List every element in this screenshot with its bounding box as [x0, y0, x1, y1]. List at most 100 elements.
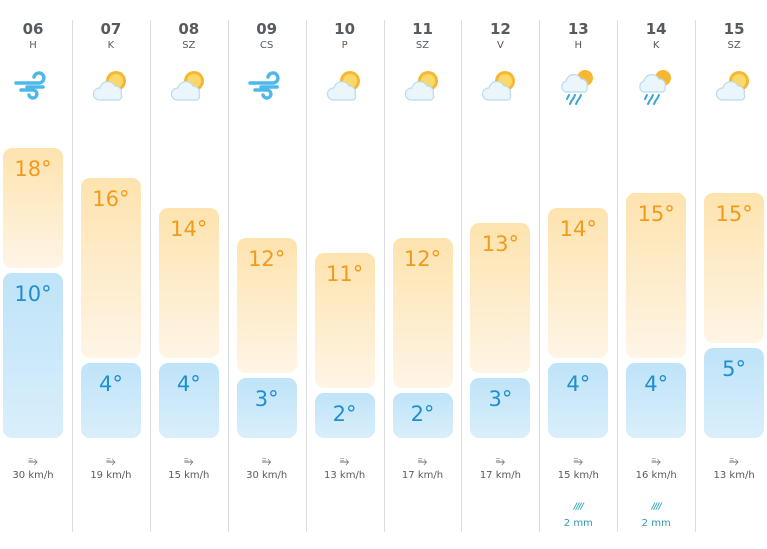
partly-cloudy-icon — [480, 66, 520, 106]
day-number: 07 — [100, 20, 122, 38]
day-number: 06 — [22, 20, 44, 38]
day-column[interactable]: 06 H 18° 10° ⥱ 30 km/h — [0, 0, 72, 535]
day-column[interactable]: 13 H 14° 4° ⥱ 15 km/h //// 2 mm — [539, 0, 617, 535]
day-number: 10 — [334, 20, 356, 38]
wind-icon: ⥱ — [495, 454, 506, 468]
day-column[interactable]: 09 CS 12° 3° ⥱ 30 km/h — [228, 0, 306, 535]
weekday-label: SZ — [727, 40, 741, 51]
day-column[interactable]: 12 V 13° 3° ⥱ 17 km/h — [461, 0, 539, 535]
low-temp: 2° — [410, 402, 435, 426]
high-temp: 15° — [637, 202, 675, 226]
day-column[interactable]: 11 SZ 12° 2° ⥱ 17 km/h — [384, 0, 462, 535]
rain-icon: //// — [651, 502, 662, 512]
day-column[interactable]: 14 K 15° 4° ⥱ 16 km/h //// 2 mm — [617, 0, 695, 535]
weekday-label: K — [107, 40, 115, 51]
day-number: 11 — [412, 20, 433, 38]
wind-speed: 13 km/h — [713, 470, 755, 481]
day-number: 13 — [567, 20, 589, 38]
high-temp-bar: 18° — [3, 148, 63, 268]
weekday-label: P — [341, 40, 348, 51]
low-temp-bar: 5° — [704, 348, 765, 438]
high-temp-bar: 14° — [548, 208, 609, 358]
low-temp-bar: 4° — [80, 363, 141, 438]
day-number: 09 — [256, 20, 278, 38]
high-temp: 11° — [325, 262, 364, 286]
low-temp: 2° — [332, 402, 357, 426]
high-temp: 12° — [248, 247, 286, 271]
low-temp: 3° — [488, 387, 513, 411]
high-temp-bar: 14° — [158, 208, 219, 358]
rain-sun-icon — [636, 66, 676, 106]
column-divider — [305, 20, 307, 532]
day-column[interactable]: 10 P 11° 2° ⥱ 13 km/h — [306, 0, 384, 535]
weekday-label: SZ — [415, 40, 430, 51]
high-temp-bar: 11° — [314, 253, 375, 388]
rain-amount: 2 mm — [641, 518, 671, 529]
partly-cloudy-icon — [169, 66, 209, 106]
weekday-label: SZ — [182, 40, 196, 51]
low-temp: 4° — [176, 372, 201, 396]
high-temp: 12° — [403, 247, 442, 271]
wind-icon: ⥱ — [339, 454, 350, 468]
column-divider — [149, 20, 151, 532]
high-temp: 14° — [559, 217, 597, 241]
high-temp-bar: 12° — [392, 238, 453, 388]
low-temp-bar: 2° — [314, 393, 375, 438]
low-temp-bar: 3° — [236, 378, 297, 438]
weekday-label: H — [29, 40, 37, 51]
day-number: 15 — [723, 20, 745, 38]
low-temp-bar: 3° — [470, 378, 531, 438]
partly-cloudy-icon — [91, 66, 131, 106]
high-temp: 13° — [481, 232, 519, 256]
day-number: 12 — [489, 20, 511, 38]
wind-icon: ⥱ — [417, 454, 428, 468]
column-divider — [461, 20, 463, 532]
wind-speed: 17 km/h — [479, 470, 521, 481]
high-temp: 16° — [92, 187, 130, 211]
day-column[interactable]: 15 SZ 15° 5° ⥱ 13 km/h — [695, 0, 767, 535]
day-number: 14 — [645, 20, 667, 38]
high-temp: 18° — [14, 157, 52, 181]
low-temp-bar: 4° — [158, 363, 219, 438]
wind-speed: 16 km/h — [635, 470, 677, 481]
high-temp-bar: 15° — [626, 193, 687, 358]
rain-sun-icon — [558, 66, 598, 106]
high-temp: 14° — [170, 217, 208, 241]
wind-icon: ⥱ — [573, 454, 584, 468]
column-divider — [71, 20, 73, 532]
low-temp: 10° — [14, 282, 52, 306]
weekday-label: V — [496, 40, 504, 51]
rain-amount: 2 mm — [563, 518, 593, 529]
low-temp: 4° — [98, 372, 123, 396]
day-column[interactable]: 07 K 16° 4° ⥱ 19 km/h — [72, 0, 150, 535]
wind-speed: 30 km/h — [12, 470, 54, 481]
column-divider — [695, 20, 697, 532]
high-temp-bar: 16° — [80, 178, 141, 358]
day-number: 08 — [178, 20, 200, 38]
wind-icon: ⥱ — [28, 454, 38, 468]
wind-speed: 13 km/h — [324, 470, 366, 481]
wind-icon: ⥱ — [183, 454, 194, 468]
wind-speed: 17 km/h — [401, 470, 444, 481]
wind-speed: 15 km/h — [557, 470, 599, 481]
high-temp-bar: 13° — [470, 223, 531, 373]
weekday-label: CS — [260, 40, 274, 51]
wind-icon: ⥱ — [106, 454, 116, 468]
wind-icon — [247, 66, 287, 106]
high-temp-bar: 15° — [704, 193, 765, 343]
partly-cloudy-icon — [325, 66, 365, 106]
wind-speed: 30 km/h — [246, 470, 288, 481]
weekday-label: H — [574, 40, 583, 51]
wind-icon: ⥱ — [261, 454, 272, 468]
column-divider — [617, 20, 619, 532]
high-temp-bar: 12° — [236, 238, 297, 373]
wind-speed: 15 km/h — [168, 470, 210, 481]
low-temp-bar: 2° — [392, 393, 453, 438]
wind-icon: ⥱ — [651, 454, 661, 468]
weekday-label: K — [652, 40, 660, 51]
column-divider — [539, 20, 541, 532]
day-column[interactable]: 08 SZ 14° 4° ⥱ 15 km/h — [150, 0, 228, 535]
low-temp: 5° — [722, 357, 747, 381]
wind-icon — [13, 66, 53, 106]
low-temp: 4° — [566, 372, 591, 396]
